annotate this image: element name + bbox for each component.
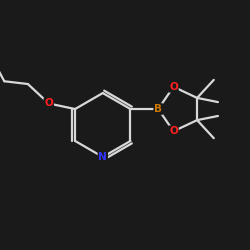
- Text: N: N: [98, 152, 107, 162]
- Text: O: O: [169, 82, 178, 92]
- Text: O: O: [169, 126, 178, 136]
- Text: O: O: [44, 98, 53, 108]
- Text: B: B: [154, 104, 162, 114]
